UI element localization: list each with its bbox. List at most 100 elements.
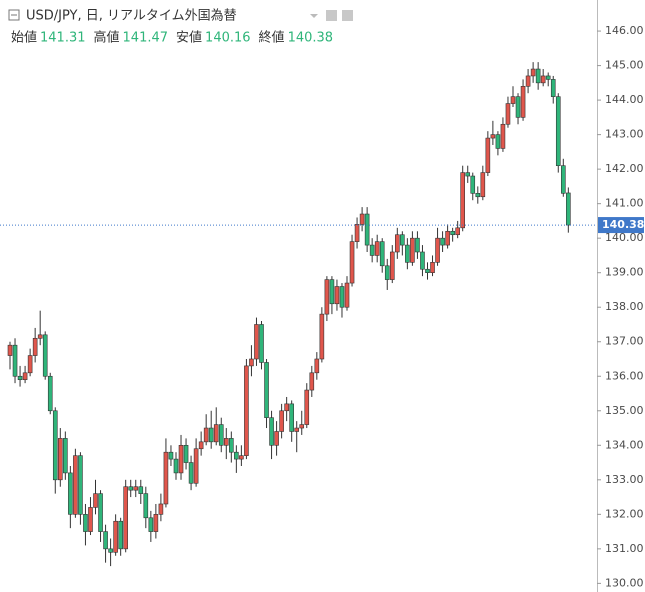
candle-body [389, 251, 395, 280]
candle-body [143, 493, 149, 519]
candle-body [12, 344, 18, 377]
candle-body [465, 172, 471, 177]
candle-body [369, 244, 375, 256]
candle-body [435, 237, 440, 263]
candle-body [234, 451, 239, 460]
settings-icon[interactable] [326, 10, 337, 21]
y-tick-label: 136.00 [605, 369, 644, 382]
candle-body [289, 403, 294, 432]
candle-body [395, 234, 400, 253]
candle-body [540, 75, 546, 84]
candle-body [475, 193, 481, 198]
y-tick-label: 141.00 [605, 197, 644, 210]
ohlc-value: 141.31 [40, 31, 86, 46]
candle-body [188, 462, 194, 484]
candle-body [42, 334, 48, 377]
candle-body [515, 96, 521, 118]
candle-body [229, 438, 234, 453]
y-tick-label: 140.00 [605, 231, 644, 244]
candle-body [128, 486, 134, 491]
close-icon[interactable] [342, 10, 353, 21]
candle-body [495, 134, 501, 149]
candle-body [73, 455, 78, 515]
candle-body [198, 441, 204, 450]
candle-body [78, 455, 83, 515]
collapse-icon[interactable] [8, 9, 20, 21]
candle-body [480, 172, 486, 198]
candle-body [213, 424, 219, 443]
candle-body [440, 237, 445, 246]
candle-body [430, 262, 435, 273]
candle-body [32, 337, 38, 356]
ohlc-value: 140.16 [205, 31, 251, 46]
candle-body [98, 493, 103, 532]
ohlc-label: 高値 [94, 30, 120, 46]
y-tick-label: 133.00 [605, 473, 644, 486]
candle-body [500, 123, 506, 149]
y-tick-label: 142.00 [605, 162, 644, 175]
candle-body [148, 517, 154, 532]
y-tick-label: 145.00 [605, 59, 644, 72]
candle-body [22, 372, 28, 381]
candle-body [560, 165, 566, 194]
candle-body [566, 192, 571, 226]
ohlc-label: 終値 [259, 30, 285, 46]
ohlc-label: 始値 [11, 30, 37, 46]
candle-body [329, 279, 335, 305]
y-tick-label: 144.00 [605, 93, 644, 106]
y-tick-label: 130.00 [605, 576, 644, 589]
candle-body [208, 427, 214, 443]
candle-body [425, 268, 430, 273]
candle-body [83, 514, 88, 532]
candle-body [37, 334, 43, 339]
candle-body [244, 365, 249, 456]
candle-body [314, 358, 320, 374]
candle-body [379, 241, 385, 267]
candle-body [93, 493, 98, 508]
candle-body [545, 75, 551, 80]
candle-body [550, 79, 556, 97]
candle-body [455, 227, 460, 236]
candle-body [183, 444, 189, 463]
candle-body [223, 438, 229, 446]
y-tick-label: 146.00 [605, 24, 644, 37]
candle-body [334, 286, 340, 305]
candle-body [7, 344, 13, 356]
ohlc-label: 安値 [176, 30, 202, 46]
ohlc-value: 140.38 [288, 31, 334, 46]
candle-body [108, 548, 113, 553]
candle-body [57, 438, 63, 481]
candle-body [254, 324, 259, 360]
candle-body [344, 282, 350, 308]
candle-body [274, 431, 279, 446]
candle-body [203, 427, 209, 443]
candle-body [163, 451, 169, 505]
candle-body [63, 438, 68, 474]
candle-body [218, 424, 224, 446]
candle-body [354, 224, 360, 242]
candle-body [405, 244, 410, 263]
candle-body [510, 96, 516, 104]
y-tick-label: 137.00 [605, 335, 644, 348]
candle-body [168, 451, 174, 460]
candle-body [319, 313, 325, 360]
candle-body [118, 520, 123, 550]
dropdown-arrow[interactable] [310, 14, 318, 18]
candle-body [555, 96, 561, 166]
y-tick-label: 135.00 [605, 404, 644, 417]
candle-body [68, 472, 73, 515]
candle-body [133, 486, 139, 491]
candle-body [294, 427, 300, 432]
candle-body [113, 520, 118, 553]
last-price-box [598, 217, 644, 234]
chart-title: USD/JPY, 日, リアルタイム外国為替 [26, 8, 237, 24]
candle-body [299, 424, 305, 429]
candle-body [123, 486, 128, 550]
candle-body [339, 286, 345, 308]
candle-body [27, 355, 33, 374]
candle-body [410, 237, 415, 263]
candle-body [374, 241, 380, 256]
